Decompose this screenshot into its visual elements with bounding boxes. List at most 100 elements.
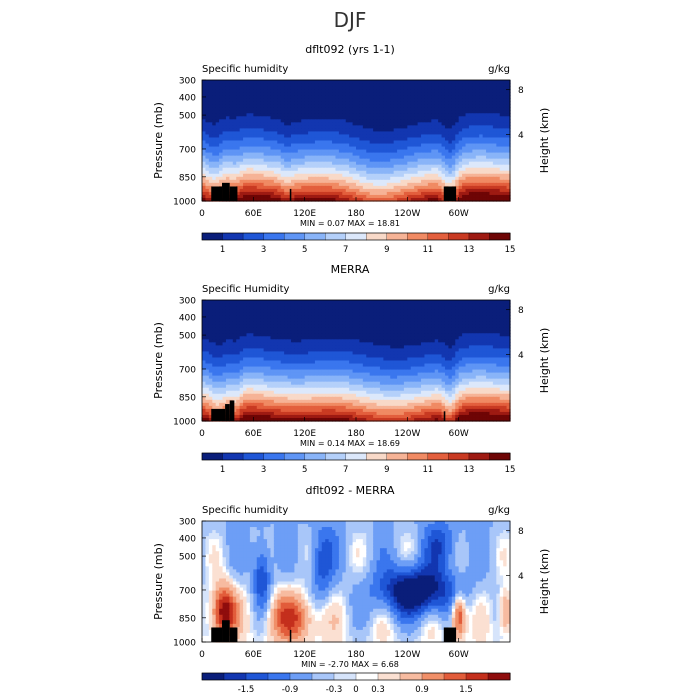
heatmap-cell <box>219 300 224 304</box>
heatmap-cell <box>362 306 367 310</box>
heatmap-cell <box>462 137 467 142</box>
heatmap-cell <box>492 188 497 193</box>
heatmap-cell <box>253 303 258 307</box>
heatmap-cell <box>462 119 467 123</box>
heatmap-cell <box>308 152 313 157</box>
heatmap-cell <box>328 303 333 307</box>
heatmap-cell <box>475 101 480 105</box>
heatmap-cell <box>362 131 367 136</box>
heatmap-cell <box>359 188 364 193</box>
heatmap-cell <box>325 188 330 193</box>
heatmap-cell <box>290 185 295 190</box>
heatmap-cell <box>263 80 268 84</box>
heatmap-cell <box>345 110 350 114</box>
heatmap-cell <box>414 80 419 84</box>
heatmap-cell <box>280 116 285 120</box>
heatmap-cell <box>397 321 402 325</box>
heatmap-cell <box>366 324 371 328</box>
heatmap-cell <box>311 300 316 304</box>
heatmap-cell <box>383 312 388 316</box>
heatmap-cell <box>410 149 415 154</box>
heatmap-cell <box>308 194 313 199</box>
heatmap-cell <box>438 321 443 325</box>
heatmap-cell <box>219 80 224 84</box>
heatmap-cell <box>253 143 258 148</box>
heatmap-cell <box>379 137 384 142</box>
heatmap-cell <box>424 134 429 139</box>
heatmap-cell <box>458 134 463 139</box>
heatmap-cell <box>212 176 217 181</box>
heatmap-cell <box>202 152 207 157</box>
heatmap-cell <box>359 309 364 313</box>
heatmap-cell <box>448 155 453 160</box>
heatmap-cell <box>489 318 494 322</box>
heatmap-cell <box>400 101 405 105</box>
heatmap-cell <box>335 194 340 199</box>
heatmap-cell <box>314 116 319 120</box>
heatmap-cell <box>342 182 347 187</box>
heatmap-cell <box>441 134 446 139</box>
heatmap-cell <box>356 83 361 87</box>
heatmap-cell <box>482 173 487 178</box>
heatmap-cell <box>256 149 261 154</box>
heatmap-cell <box>379 149 384 154</box>
heatmap-cell <box>506 149 511 154</box>
heatmap-cell <box>328 324 333 328</box>
heatmap-cell <box>246 134 251 139</box>
heatmap-cell <box>465 143 470 148</box>
heatmap-cell <box>277 179 282 184</box>
heatmap-cell <box>397 318 402 322</box>
heatmap-cell <box>492 306 497 310</box>
terrain-mask <box>289 188 292 201</box>
heatmap-cell <box>407 191 412 196</box>
heatmap-cell <box>410 89 415 93</box>
heatmap-cell <box>335 119 340 123</box>
heatmap-cell <box>212 83 217 87</box>
heatmap-cell <box>383 173 388 178</box>
heatmap-cell <box>239 155 244 160</box>
heatmap-cell <box>202 161 207 166</box>
heatmap-cell <box>496 86 501 90</box>
heatmap-cell <box>321 318 326 322</box>
heatmap-cell <box>397 131 402 136</box>
heatmap-cell <box>465 185 470 190</box>
heatmap-cell <box>468 327 473 331</box>
heatmap-cell <box>499 80 504 84</box>
heatmap-cell <box>270 321 275 325</box>
heatmap-cell <box>362 185 367 190</box>
heatmap-cell <box>373 188 378 193</box>
heatmap-cell <box>366 179 371 184</box>
heatmap-cell <box>458 122 463 126</box>
heatmap-cell <box>397 170 402 175</box>
heatmap-cell <box>267 179 272 184</box>
heatmap-cell <box>503 182 508 187</box>
heatmap-cell <box>301 164 306 169</box>
heatmap-cell <box>486 116 491 120</box>
heatmap-cell <box>431 179 436 184</box>
heatmap-cell <box>424 98 429 102</box>
heatmap-cell <box>225 119 230 123</box>
heatmap-cell <box>263 324 268 328</box>
heatmap-cell <box>376 191 381 196</box>
heatmap-cell <box>451 128 456 133</box>
heatmap-cell <box>311 321 316 325</box>
heatmap-cell <box>267 309 272 313</box>
heatmap-cell <box>376 158 381 163</box>
heatmap-cell <box>321 312 326 316</box>
heatmap-cell <box>369 80 374 84</box>
heatmap-cell <box>455 324 460 328</box>
heatmap-cell <box>451 182 456 187</box>
heatmap-cell <box>393 164 398 169</box>
heatmap-cell <box>314 146 319 151</box>
heatmap-cell <box>479 80 484 84</box>
heatmap-cell <box>243 309 248 313</box>
heatmap-cell <box>332 194 337 199</box>
heatmap-cell <box>342 137 347 142</box>
heatmap-cell <box>232 152 237 157</box>
heatmap-cell <box>369 146 374 151</box>
heatmap-cell <box>304 80 309 84</box>
heatmap-cell <box>222 104 227 108</box>
heatmap-cell <box>506 167 511 172</box>
heatmap-cell <box>314 89 319 93</box>
heatmap-cell <box>369 89 374 93</box>
